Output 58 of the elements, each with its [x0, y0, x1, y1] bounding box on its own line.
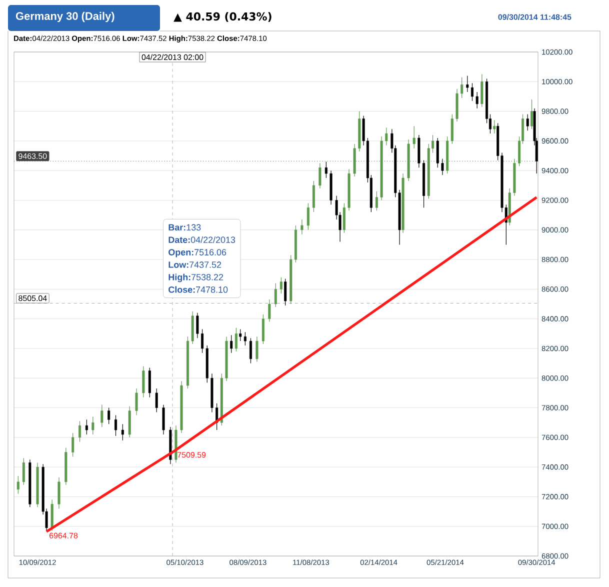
candlestick: [385, 127, 388, 146]
chart-subtitle: ▲ 40.59 (0.43%): [174, 12, 272, 22]
candlestick: [318, 162, 322, 189]
candlestick: [312, 180, 315, 212]
candlestick: [249, 338, 252, 364]
candlestick: [108, 407, 110, 424]
candlestick: [244, 332, 246, 346]
candlestick: [274, 282, 277, 308]
candlestick: [148, 367, 151, 398]
candlestick: [470, 82, 474, 102]
candlestick: [306, 202, 310, 230]
candlestick: [284, 278, 287, 306]
candlestick: [480, 74, 484, 108]
candlestick: [268, 299, 271, 322]
candlestick: [128, 406, 131, 438]
candlestick: [92, 416, 94, 435]
annotation: Low:7437.52: [168, 262, 222, 268]
candlestick: [256, 336, 258, 362]
annotation: High:7538.22: [168, 274, 224, 282]
candlestick: [100, 404, 104, 428]
candlestick: [234, 327, 238, 352]
candlestick: [85, 419, 88, 435]
candlestick: [280, 277, 282, 294]
candlestick: [239, 328, 242, 342]
candlestick: [493, 120, 496, 134]
candlestick: [436, 138, 439, 168]
candlestick: [460, 76, 464, 98]
candlestick: [142, 366, 145, 398]
candlestick: [342, 202, 346, 234]
candlestick: [262, 314, 264, 344]
candlestick: [230, 334, 233, 354]
annotation: Bar:133: [168, 224, 201, 231]
candlestick: [16, 476, 20, 494]
candlestick: [114, 414, 118, 436]
candlestick: [412, 126, 416, 149]
candlestick: [441, 158, 444, 176]
chart-title: Germany 30 (Daily): [16, 12, 114, 22]
candlestick: [78, 420, 82, 442]
candlestick: [135, 388, 138, 416]
candlestick: [530, 99, 534, 130]
candlestick: [201, 328, 204, 354]
candlestick: [466, 75, 469, 92]
annotation: Close:7478.10: [168, 286, 228, 293]
candlestick: [121, 424, 124, 441]
candlestick: [155, 388, 158, 413]
candlestick: [162, 404, 165, 435]
candlestick: [50, 499, 54, 532]
candlestick: [196, 312, 199, 338]
candlestick: [375, 191, 378, 211]
candlestick: [476, 92, 478, 109]
candlestick: [300, 219, 304, 235]
candlestick: [58, 477, 60, 509]
candlestick: [526, 114, 529, 131]
annotation: Date:04/22/2013: [168, 236, 236, 243]
candlestick: [72, 432, 74, 457]
candlestick: [324, 161, 328, 178]
candlestick: [22, 458, 25, 486]
annotation: Open:7516.06: [168, 249, 226, 258]
